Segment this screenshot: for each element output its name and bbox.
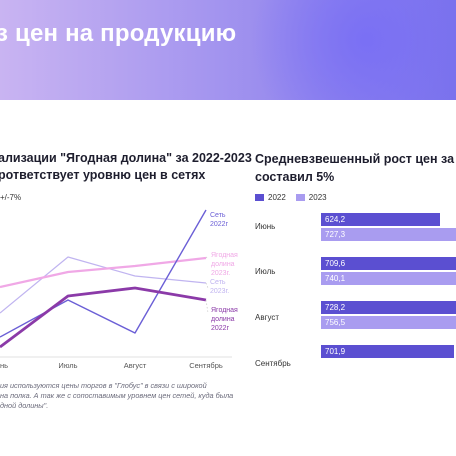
line-series-label-4: Ягодная долина 2022г	[211, 307, 238, 332]
line-series-label-4-line-2: долина	[211, 316, 235, 323]
left-chart-title-line1: ализации "Ягодная долина" за 2022-2023	[0, 151, 252, 165]
banner-glow	[236, 0, 456, 100]
leader-line-1	[205, 255, 209, 259]
line-series-label-1-line-2: 2022г	[210, 221, 229, 228]
line-x-tick-2: Июль	[58, 361, 77, 370]
line-series-label-4-line-3: 2022г	[211, 325, 230, 332]
line-series-1	[0, 209, 207, 338]
legend-item-2022: 2022	[255, 193, 286, 202]
line-series-label-3-line-1: Сеть	[210, 279, 226, 286]
line-series-label-2-line-2: долина	[211, 261, 235, 268]
right-chart-title: Средневзвешенный рост цен за 2 составил …	[255, 150, 456, 186]
footnote-line-3: дной долины".	[0, 401, 49, 410]
left-chart-title-line2: рответствует уровню цен в сетях	[0, 168, 206, 182]
legend-item-2023: 2023	[295, 193, 327, 202]
legend-label-2022: 2022	[268, 193, 286, 202]
line-series-label-2-line-1: Ягодная	[211, 252, 238, 259]
line-series-label-1: Сеть 2022г	[210, 212, 229, 228]
footnote-line-1: ия используются цены торгов в "Глобус" в…	[0, 381, 207, 390]
line-x-tick-4: Сентябрь	[189, 361, 223, 370]
footnote-line-2: на полка. А так же с сопоставимым уровне…	[0, 391, 234, 400]
right-chart-title-line2: составил 5%	[255, 170, 335, 184]
line-series-4	[0, 286, 207, 349]
left-chart-note: +/-7%	[0, 193, 22, 202]
bar-legend: 2022 2023	[255, 193, 327, 202]
header-banner: з цен на продукцию	[0, 0, 456, 100]
legend-swatch-2023	[295, 194, 305, 202]
banner-title: з цен на продукцию	[0, 20, 237, 47]
leader-line-3	[205, 299, 209, 314]
line-series-label-2: Ягодная долина 2023г.	[211, 252, 238, 277]
line-x-tick-1: нь	[0, 361, 8, 370]
line-series-3	[0, 256, 207, 314]
line-series-label-1-line-1: Сеть	[210, 212, 226, 219]
line-x-tick-3: Август	[124, 361, 147, 370]
left-chart-footnote: ия используются цены торгов в "Глобус" в…	[0, 381, 235, 411]
line-series-label-3: Сеть 2023г.	[210, 279, 229, 295]
line-series-label-4-line-1: Ягодная	[211, 307, 238, 314]
line-series-label-3-line-2: 2023г.	[210, 288, 229, 295]
legend-label-2023: 2023	[308, 193, 327, 202]
leader-line-2	[205, 282, 209, 289]
line-series-2	[0, 256, 207, 289]
legend-swatch-2022	[255, 194, 264, 202]
right-chart-title-line1: Средневзвешенный рост цен за 2	[255, 152, 456, 166]
line-series-label-2-line-3: 2023г.	[211, 270, 230, 277]
left-chart-title: ализации "Ягодная долина" за 2022-2023 р…	[0, 150, 252, 184]
